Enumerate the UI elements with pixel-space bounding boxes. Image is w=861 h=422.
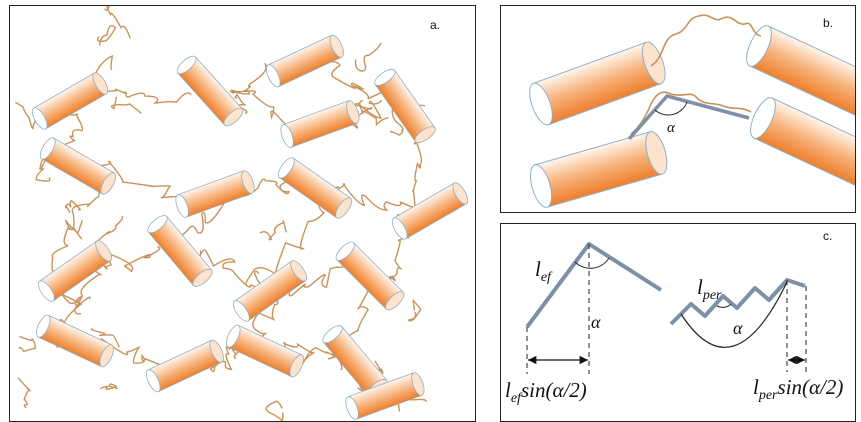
- angle-arc: [654, 101, 688, 116]
- dangling-chain: [407, 299, 422, 322]
- dangling-chain: [18, 335, 37, 353]
- rod: [374, 68, 436, 144]
- dangling-chain: [64, 200, 81, 213]
- polymer-chain: [55, 270, 102, 348]
- panel-c-svg: lef α lefsin(α/2) lper α lpersin(α/2): [505, 242, 843, 406]
- rod: [232, 260, 308, 322]
- formula-right: lpersin(α/2): [753, 375, 843, 403]
- alpha-right-label: α: [733, 318, 743, 338]
- rod: [335, 241, 405, 311]
- polymer-chain: [288, 264, 353, 297]
- rod-bottom-right: [750, 97, 855, 190]
- rod-top-right: [746, 25, 855, 118]
- chain-bottom: [630, 91, 752, 135]
- formula-left: lefsin(α/2): [505, 378, 587, 406]
- dangling-chain: [64, 219, 83, 240]
- rod: [391, 182, 469, 240]
- rod: [277, 157, 353, 219]
- network-svg: [15, 6, 469, 421]
- polymer-chain: [334, 183, 423, 211]
- alpha-left-label: α: [591, 312, 601, 332]
- rod: [37, 240, 113, 302]
- angle-arc-right-small: [716, 303, 732, 308]
- panel-a-network-diagram: a.: [9, 5, 476, 422]
- rod-bottom-left: [529, 131, 668, 208]
- angle-alpha-label: α: [667, 120, 676, 136]
- polymer-chain: [94, 245, 161, 272]
- panel-b-angle-diagram: b.: [500, 5, 856, 213]
- rod: [147, 215, 213, 287]
- angle-arc-left: [574, 257, 610, 269]
- l-per-label: lper: [697, 275, 722, 303]
- chain-top: [650, 14, 762, 67]
- dangling-chain: [90, 328, 120, 348]
- rod: [31, 72, 109, 130]
- dangling-chain: [359, 100, 389, 127]
- rod-top-left: [529, 41, 666, 126]
- dangling-chain: [354, 42, 382, 72]
- l-ef-label: lef: [535, 257, 553, 285]
- panel-c-label: c.: [823, 229, 833, 243]
- panel-b-svg: α: [529, 14, 855, 208]
- dangling-chain: [390, 108, 404, 136]
- rod: [36, 314, 114, 368]
- rod: [146, 339, 224, 393]
- rigid-rods: [31, 34, 469, 420]
- dangling-chain: [110, 96, 142, 114]
- polymer-chain: [89, 88, 192, 105]
- panel-b-label: b.: [823, 16, 834, 30]
- dangling-chain: [234, 93, 248, 114]
- angle-arc-right-large: [680, 281, 788, 348]
- rod: [175, 170, 255, 218]
- polymer-chain: [197, 249, 257, 289]
- rod: [345, 372, 425, 420]
- panel-c-length-diagram: c. lef α lefsin(α/2) lper α lpersin(α/2): [500, 223, 856, 422]
- dangling-chain: [100, 383, 119, 390]
- rod: [280, 100, 360, 148]
- panel-a-label: a.: [430, 18, 441, 32]
- dangling-chain: [17, 377, 31, 409]
- zigzag-segment: [669, 278, 806, 326]
- dangling-chain: [96, 25, 117, 46]
- rod: [39, 137, 117, 195]
- rod: [226, 324, 304, 378]
- dangling-chain: [73, 296, 91, 315]
- rod: [176, 55, 244, 127]
- bent-segment: [627, 94, 750, 141]
- dangling-chain: [259, 220, 287, 241]
- rod: [266, 34, 344, 88]
- dangling-chain: [104, 6, 131, 39]
- dangling-chain: [265, 400, 284, 421]
